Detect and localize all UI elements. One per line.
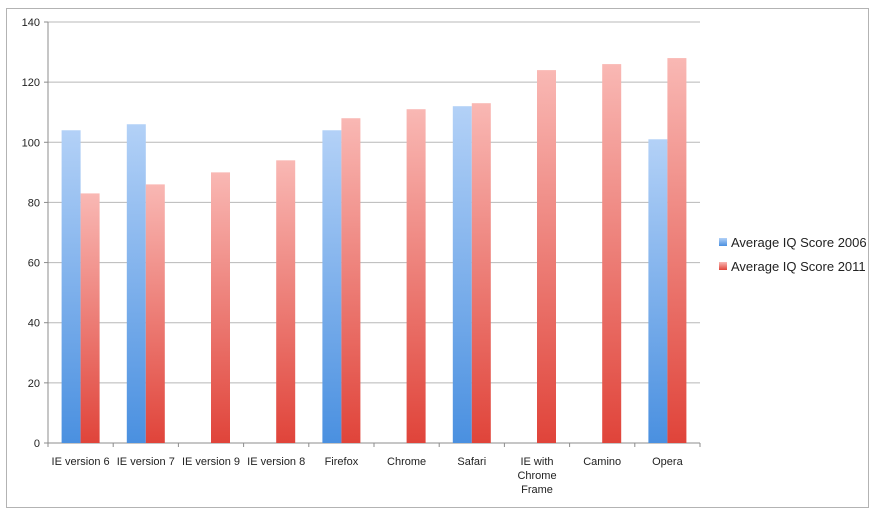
y-tick-label: 140 [22, 17, 40, 29]
bar-2006-opera [648, 139, 668, 443]
bar-2011-ie-version-8 [276, 160, 296, 444]
legend: Average IQ Score 2006 Average IQ Score 20… [719, 235, 867, 274]
bar-2011-ie-version-7 [145, 184, 165, 443]
bar-2006-ie-version-7 [126, 124, 146, 443]
bars [61, 58, 687, 444]
x-tick-label: Safari [457, 456, 486, 468]
x-tick-label: Opera [652, 456, 683, 468]
bar-2006-firefox [322, 130, 342, 443]
y-tick-label: 120 [22, 77, 40, 89]
x-tick-label: Camino [583, 456, 621, 468]
y-tick-label: 100 [22, 137, 40, 149]
legend-swatch [719, 238, 727, 246]
bar-2011-ie-version-9 [211, 172, 230, 443]
bar-2006-safari [452, 106, 472, 443]
bar-2011-safari [471, 103, 491, 443]
bar-2011-ie-with-chrome-frame [537, 70, 556, 443]
legend-label: Average IQ Score 2011 [731, 259, 866, 274]
x-tick-label: IE version 9 [182, 456, 240, 468]
y-tick-label: 20 [28, 378, 40, 390]
x-tick-label: IE version 8 [247, 456, 305, 468]
bar-2011-firefox [341, 118, 361, 443]
x-tick-label: Chrome [387, 456, 426, 468]
bar-2011-chrome [406, 109, 426, 443]
bar-2011-camino [602, 64, 622, 443]
x-tick-label: IE with Chrome Frame [517, 456, 556, 496]
legend-swatch [719, 262, 727, 270]
x-tick-label: IE version 7 [117, 456, 175, 468]
bar-2011-ie-version-6 [80, 193, 100, 443]
x-axis-categories: IE version 6 IE version 7 IE version 9 IE v… [47, 443, 701, 496]
y-axis-ticks: 0 20 40 60 80 100 120 140 [22, 17, 48, 450]
legend-label: Average IQ Score 2006 [731, 235, 867, 250]
y-tick-label: 0 [34, 438, 40, 450]
y-tick-label: 40 [28, 318, 40, 330]
bar-2011-opera [667, 58, 687, 443]
y-tick-label: 80 [28, 197, 40, 209]
y-tick-label: 60 [28, 258, 40, 270]
x-tick-label: IE version 6 [52, 456, 110, 468]
x-tick-label: Firefox [325, 456, 359, 468]
bar-2006-ie-version-6 [61, 130, 81, 443]
